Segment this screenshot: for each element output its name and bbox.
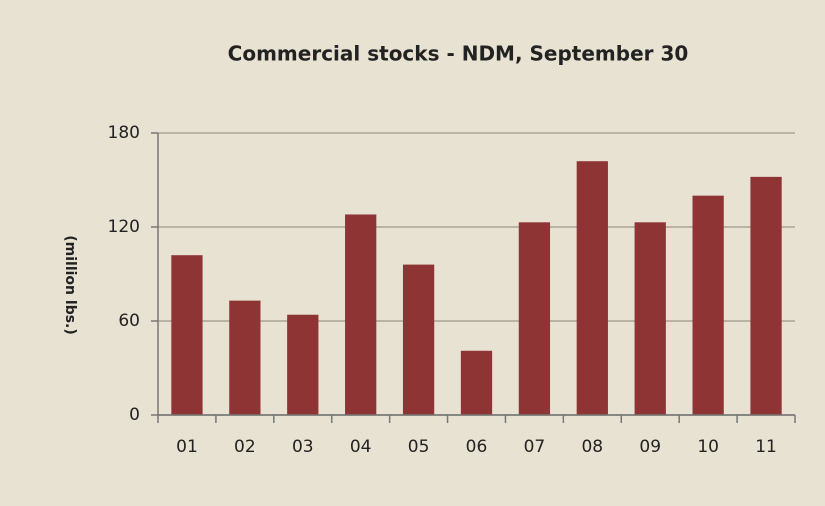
x-tick-label: 04: [350, 437, 372, 457]
x-tick-label: 05: [408, 437, 430, 457]
bar: [287, 314, 319, 415]
bar: [576, 161, 608, 415]
y-tick-label: 60: [118, 311, 140, 331]
y-tick-label: 0: [129, 405, 140, 425]
y-tick-label: 120: [108, 217, 140, 237]
bar: [345, 214, 377, 415]
x-tick-label: 06: [466, 437, 488, 457]
bar: [634, 222, 666, 415]
x-tick-label: 10: [697, 437, 719, 457]
y-axis-label: (million lbs.): [62, 235, 78, 335]
y-tick-label: 180: [108, 123, 140, 143]
x-tick-label: 03: [292, 437, 314, 457]
x-tick-label: 01: [176, 437, 198, 457]
x-tick-label: 08: [581, 437, 603, 457]
x-tick-label: 11: [755, 437, 777, 457]
bar: [229, 300, 261, 415]
bar: [692, 195, 724, 415]
x-tick-label: 02: [234, 437, 256, 457]
bar: [402, 264, 435, 415]
x-tick-label: 09: [639, 437, 661, 457]
bar: [171, 255, 203, 415]
bar: [518, 222, 551, 415]
bar: [750, 176, 782, 415]
x-tick-label: 07: [524, 437, 546, 457]
chart-title: Commercial stocks - NDM, September 30: [228, 42, 689, 66]
bar: [460, 350, 493, 415]
